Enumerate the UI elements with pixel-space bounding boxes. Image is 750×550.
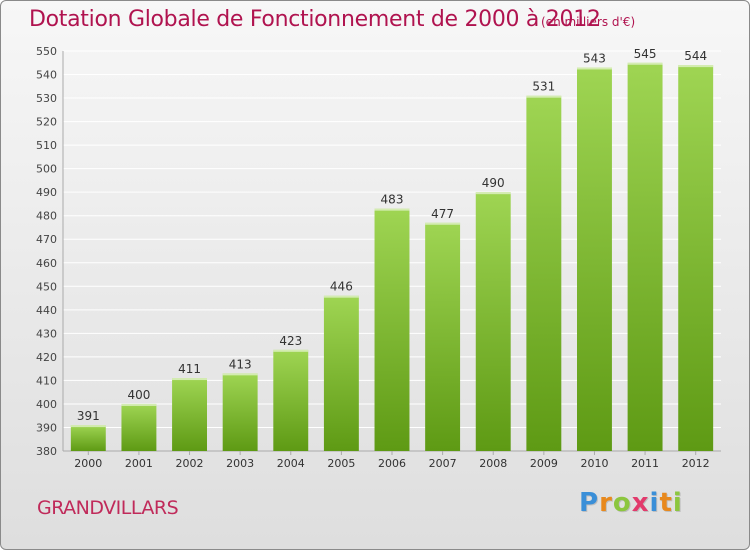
y-tick-label: 470 [36,233,57,246]
x-tick-label: 2006 [378,457,406,470]
y-tick-label: 430 [36,327,57,340]
data-label: 413 [229,357,252,371]
y-tick-label: 530 [36,92,57,105]
data-label: 490 [482,176,505,190]
bar-highlight [172,378,208,381]
y-tick-label: 510 [36,139,57,152]
y-tick-label: 550 [36,45,57,58]
data-label: 411 [178,362,201,376]
bar [678,65,714,451]
bar [121,403,157,451]
x-tick-label: 2010 [580,457,608,470]
bar [425,222,461,451]
y-tick-label: 480 [36,210,57,223]
y-tick-label: 450 [36,280,57,293]
bar [70,425,106,451]
bar [222,373,258,451]
bar-highlight [678,65,714,68]
data-label: 477 [431,207,454,221]
commune-name: GRANDVILLARS [37,497,179,519]
brand-letter: P [579,488,600,518]
data-label: 531 [532,80,555,94]
y-tick-label: 440 [36,304,57,317]
y-tick-label: 400 [36,398,57,411]
bar-highlight [70,425,106,428]
bar [526,95,562,452]
data-label: 400 [127,388,150,402]
bar [172,378,208,451]
bar-highlight [627,62,663,65]
bar-highlight [222,373,258,376]
x-tick-label: 2003 [226,457,254,470]
data-label: 483 [381,193,404,207]
y-tick-label: 420 [36,351,57,364]
data-label: 545 [634,47,657,61]
bar [627,62,663,451]
data-label: 423 [279,334,302,348]
y-tick-label: 390 [36,421,57,434]
brand-letter: o [612,488,632,518]
bar-highlight [526,95,562,98]
y-tick-label: 380 [36,445,57,458]
bar [576,67,612,452]
bar [374,208,410,451]
y-tick-label: 410 [36,374,57,387]
proxiti-logo[interactable]: Proxiti [579,488,683,518]
x-tick-label: 2009 [530,457,558,470]
bar-highlight [121,403,157,406]
x-tick-label: 2002 [176,457,204,470]
data-label: 543 [583,51,606,65]
x-tick-label: 2000 [74,457,102,470]
y-tick-label: 490 [36,186,57,199]
brand-letter: r [599,488,613,518]
bar-highlight [425,222,461,225]
data-label: 391 [77,409,100,423]
x-tick-label: 2001 [125,457,153,470]
y-tick-label: 460 [36,257,57,270]
y-tick-label: 520 [36,116,57,129]
brand-letter: x [631,488,650,518]
bar-highlight [374,208,410,211]
y-tick-label: 500 [36,163,57,176]
x-tick-label: 2007 [429,457,457,470]
x-tick-label: 2005 [327,457,355,470]
brand-letter: i [672,488,683,518]
x-tick-label: 2012 [682,457,710,470]
bar-highlight [273,349,309,352]
brand-letter: t [659,488,673,518]
bar-highlight [475,192,511,195]
bar [273,349,309,451]
bar [475,192,511,452]
chart-title: Dotation Globale de Fonctionnement de 20… [29,7,601,32]
x-tick-label: 2011 [631,457,659,470]
x-tick-label: 2008 [479,457,507,470]
data-label: 544 [684,49,707,63]
bar-highlight [323,295,359,298]
bar-highlight [576,67,612,70]
x-tick-label: 2004 [277,457,305,470]
y-tick-label: 540 [36,69,57,82]
data-label: 446 [330,280,353,294]
brand-letter: i [649,488,660,518]
chart-unit-label: (en milliers d'€) [541,15,636,29]
bar [323,295,359,451]
